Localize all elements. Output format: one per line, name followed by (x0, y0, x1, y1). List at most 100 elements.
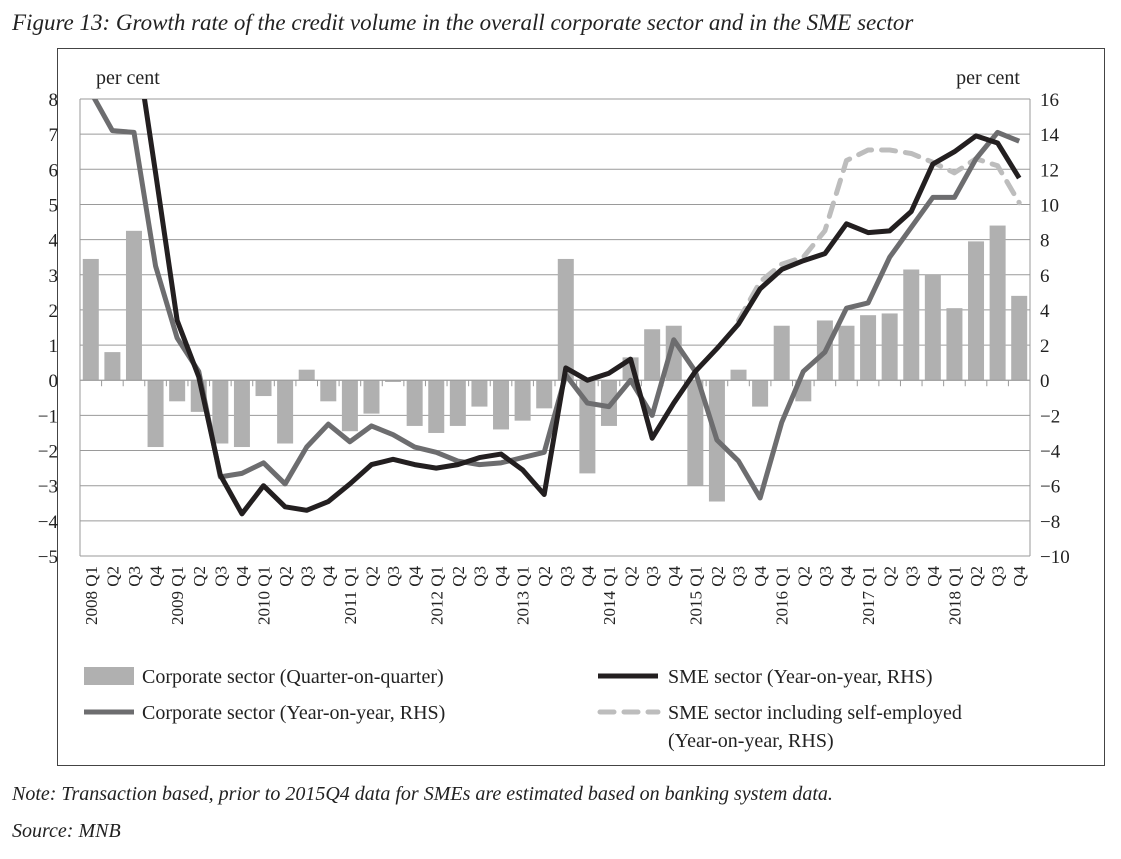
x-tick-label: 2015 Q1 (686, 566, 705, 625)
x-tick-label: Q3 (730, 566, 749, 587)
x-tick-label: 2011 Q1 (341, 566, 360, 624)
y-right-tick-label: 14 (1040, 125, 1060, 146)
y-right-tick-label: 12 (1040, 160, 1059, 181)
bar-corporate-qoq (233, 380, 250, 448)
bar-corporate-qoq (169, 380, 186, 402)
y-right-tick-label: 16 (1040, 90, 1059, 111)
source: Source: MNB (12, 820, 121, 842)
y-left-tick-label: 6 (49, 160, 59, 181)
bar-corporate-qoq (428, 380, 445, 433)
chart-frame (57, 48, 1105, 766)
line-sme-yoy (141, 99, 1022, 517)
x-tick-label: Q3 (384, 566, 403, 587)
x-tick-label: Q4 (233, 566, 252, 587)
x-tick-label: Q4 (924, 566, 943, 587)
x-tick-label: Q4 (1010, 566, 1029, 587)
legend-label: SME sector including self-employed (668, 702, 962, 724)
y-right-tick-label: 10 (1040, 195, 1059, 216)
x-tick-label: Q2 (535, 566, 554, 587)
bar-corporate-qoq (341, 380, 358, 432)
x-tick-label: Q3 (557, 566, 576, 587)
bar-corporate-qoq (752, 380, 769, 407)
y-left-tick-label: 1 (49, 336, 59, 357)
bar-corporate-qoq (730, 369, 747, 381)
bar-corporate-qoq (838, 325, 855, 381)
y-right-tick-label: −4 (1040, 442, 1061, 463)
x-tick-label: Q4 (147, 566, 166, 587)
x-tick-label: Q2 (967, 566, 986, 587)
bar-corporate-qoq (493, 380, 510, 430)
x-tick-label: Q3 (125, 566, 144, 587)
y-left-tick-label: 5 (49, 195, 59, 216)
x-tick-label: Q4 (837, 566, 856, 587)
x-tick-label: Q4 (665, 566, 684, 587)
legend-label: SME sector (Year-on-year, RHS) (668, 666, 933, 688)
legend-label: Corporate sector (Quarter-on-quarter) (142, 666, 444, 688)
legend-label: (Year-on-year, RHS) (668, 730, 834, 752)
y-right-tick-label: −2 (1040, 406, 1060, 427)
bar-corporate-qoq (946, 308, 963, 381)
x-tick-label: Q4 (492, 566, 511, 587)
bar-corporate-qoq (147, 380, 164, 448)
bar-corporate-qoq (385, 380, 402, 382)
bar-corporate-qoq (665, 325, 682, 381)
x-tick-label: 2016 Q1 (773, 566, 792, 625)
y-left-tick-label: −4 (38, 512, 59, 533)
bar-corporate-qoq (881, 313, 898, 381)
x-tick-label: Q2 (362, 566, 381, 587)
bar-corporate-qoq (82, 258, 99, 381)
x-tick-label: 2014 Q1 (600, 566, 619, 625)
y-right-tick-label: −6 (1040, 477, 1060, 498)
x-tick-label: Q3 (298, 566, 317, 587)
bar-corporate-qoq (773, 325, 790, 381)
y-right-tick-label: 4 (1040, 301, 1050, 322)
bar-corporate-qoq (989, 225, 1006, 381)
x-tick-label: Q3 (643, 566, 662, 587)
y-left-label: per cent (96, 67, 160, 89)
x-tick-label: 2017 Q1 (859, 566, 878, 625)
x-tick-label: Q4 (578, 566, 597, 587)
legend-swatch-bar (84, 667, 134, 685)
bar-corporate-qoq (536, 380, 553, 409)
x-tick-label: Q3 (902, 566, 921, 587)
y-left-tick-label: 0 (49, 371, 59, 392)
bar-corporate-qoq (903, 269, 920, 381)
bar-corporate-qoq (1011, 295, 1028, 381)
y-right-tick-label: 8 (1040, 231, 1050, 252)
x-tick-label: Q2 (276, 566, 295, 587)
y-right-tick-label: −10 (1040, 547, 1070, 568)
bar-corporate-qoq (449, 380, 466, 426)
y-right-tick-label: −8 (1040, 512, 1060, 533)
y-left-tick-label: 3 (49, 266, 59, 287)
bar-corporate-qoq (255, 380, 272, 397)
y-right-tick-label: 6 (1040, 266, 1050, 287)
bar-corporate-qoq (320, 380, 337, 402)
y-left-tick-label: 2 (49, 301, 59, 322)
bar-corporate-qoq (968, 241, 985, 381)
bar-corporate-qoq (557, 258, 574, 381)
bar-corporate-qoq (471, 380, 488, 407)
y-left-tick-label: −1 (38, 406, 58, 427)
y-right-label: per cent (956, 67, 1020, 89)
x-tick-label: Q2 (103, 566, 122, 587)
figure-title: Figure 13: Growth rate of the credit vol… (12, 10, 914, 35)
x-tick-label: Q2 (881, 566, 900, 587)
bar-corporate-qoq (125, 230, 142, 381)
x-tick-label: 2009 Q1 (168, 566, 187, 625)
x-tick-label: Q2 (622, 566, 641, 587)
x-tick-label: Q2 (708, 566, 727, 587)
x-tick-label: 2018 Q1 (945, 566, 964, 625)
bar-corporate-qoq (406, 380, 423, 426)
bar-corporate-qoq (298, 369, 315, 381)
y-right-tick-label: 2 (1040, 336, 1050, 357)
y-right-tick-label: 0 (1040, 371, 1050, 392)
x-tick-label: Q2 (190, 566, 209, 587)
x-tick-label: 2012 Q1 (427, 566, 446, 625)
x-tick-label: Q2 (794, 566, 813, 587)
x-tick-label: 2008 Q1 (82, 566, 101, 625)
x-tick-label: Q3 (816, 566, 835, 587)
bar-corporate-qoq (363, 380, 380, 414)
x-tick-label: Q2 (449, 566, 468, 587)
line-corporate-yoy (91, 99, 1021, 501)
